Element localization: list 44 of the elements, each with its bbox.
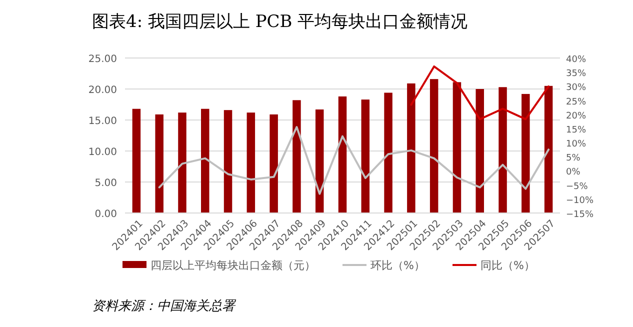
y2-tick-label: 5% <box>566 154 581 164</box>
y2-tick-label: 10% <box>566 140 586 150</box>
chart-title: 图表4: 我国四层以上 PCB 平均每块出口金额情况 <box>92 12 468 32</box>
y2-tick-label: 30% <box>566 83 586 94</box>
bar <box>246 112 256 213</box>
y2-tick-label: 0% <box>566 168 581 178</box>
bar <box>270 114 278 213</box>
bar <box>476 89 484 213</box>
y-tick-label: 25.00 <box>88 54 117 65</box>
y-tick-label: 20.00 <box>88 85 117 96</box>
y2-tick-label: 35% <box>566 69 586 80</box>
y2-tick-label: 25% <box>566 97 586 108</box>
y2-tick-label: 15% <box>566 125 586 136</box>
y2-tick-label: −10% <box>566 196 594 206</box>
line-series <box>410 65 550 120</box>
y-tick-label: 0.00 <box>94 209 117 220</box>
y2-tick-label: 40% <box>566 55 586 65</box>
bar <box>430 79 438 213</box>
text: 资料来源：中国海关总署 <box>92 299 237 314</box>
bar <box>292 100 301 213</box>
y-tick-label: 15.00 <box>88 116 117 127</box>
bar <box>384 92 392 213</box>
line-series <box>158 126 550 195</box>
legend-label: 环比（%） <box>370 259 425 272</box>
legend-label: 四层以上平均每块出口金额（元） <box>150 259 316 272</box>
bar <box>315 109 324 213</box>
y-tick-label: 5.00 <box>94 178 117 189</box>
bar <box>155 114 164 213</box>
y2-tick-label: −15% <box>566 210 594 220</box>
bar <box>407 83 416 213</box>
y2-tick-label: 20% <box>566 111 586 122</box>
bar <box>452 82 462 213</box>
bar <box>224 110 232 213</box>
bar <box>338 96 347 213</box>
legend-label: 同比（%） <box>480 259 535 272</box>
bar <box>544 86 553 213</box>
y-tick-label: 10.00 <box>88 147 117 158</box>
bar <box>498 87 507 213</box>
bar <box>361 100 370 213</box>
bar <box>522 94 530 213</box>
bar <box>201 108 210 213</box>
bar <box>178 112 186 213</box>
y2-tick-label: −5% <box>566 182 588 192</box>
bar <box>132 108 141 213</box>
